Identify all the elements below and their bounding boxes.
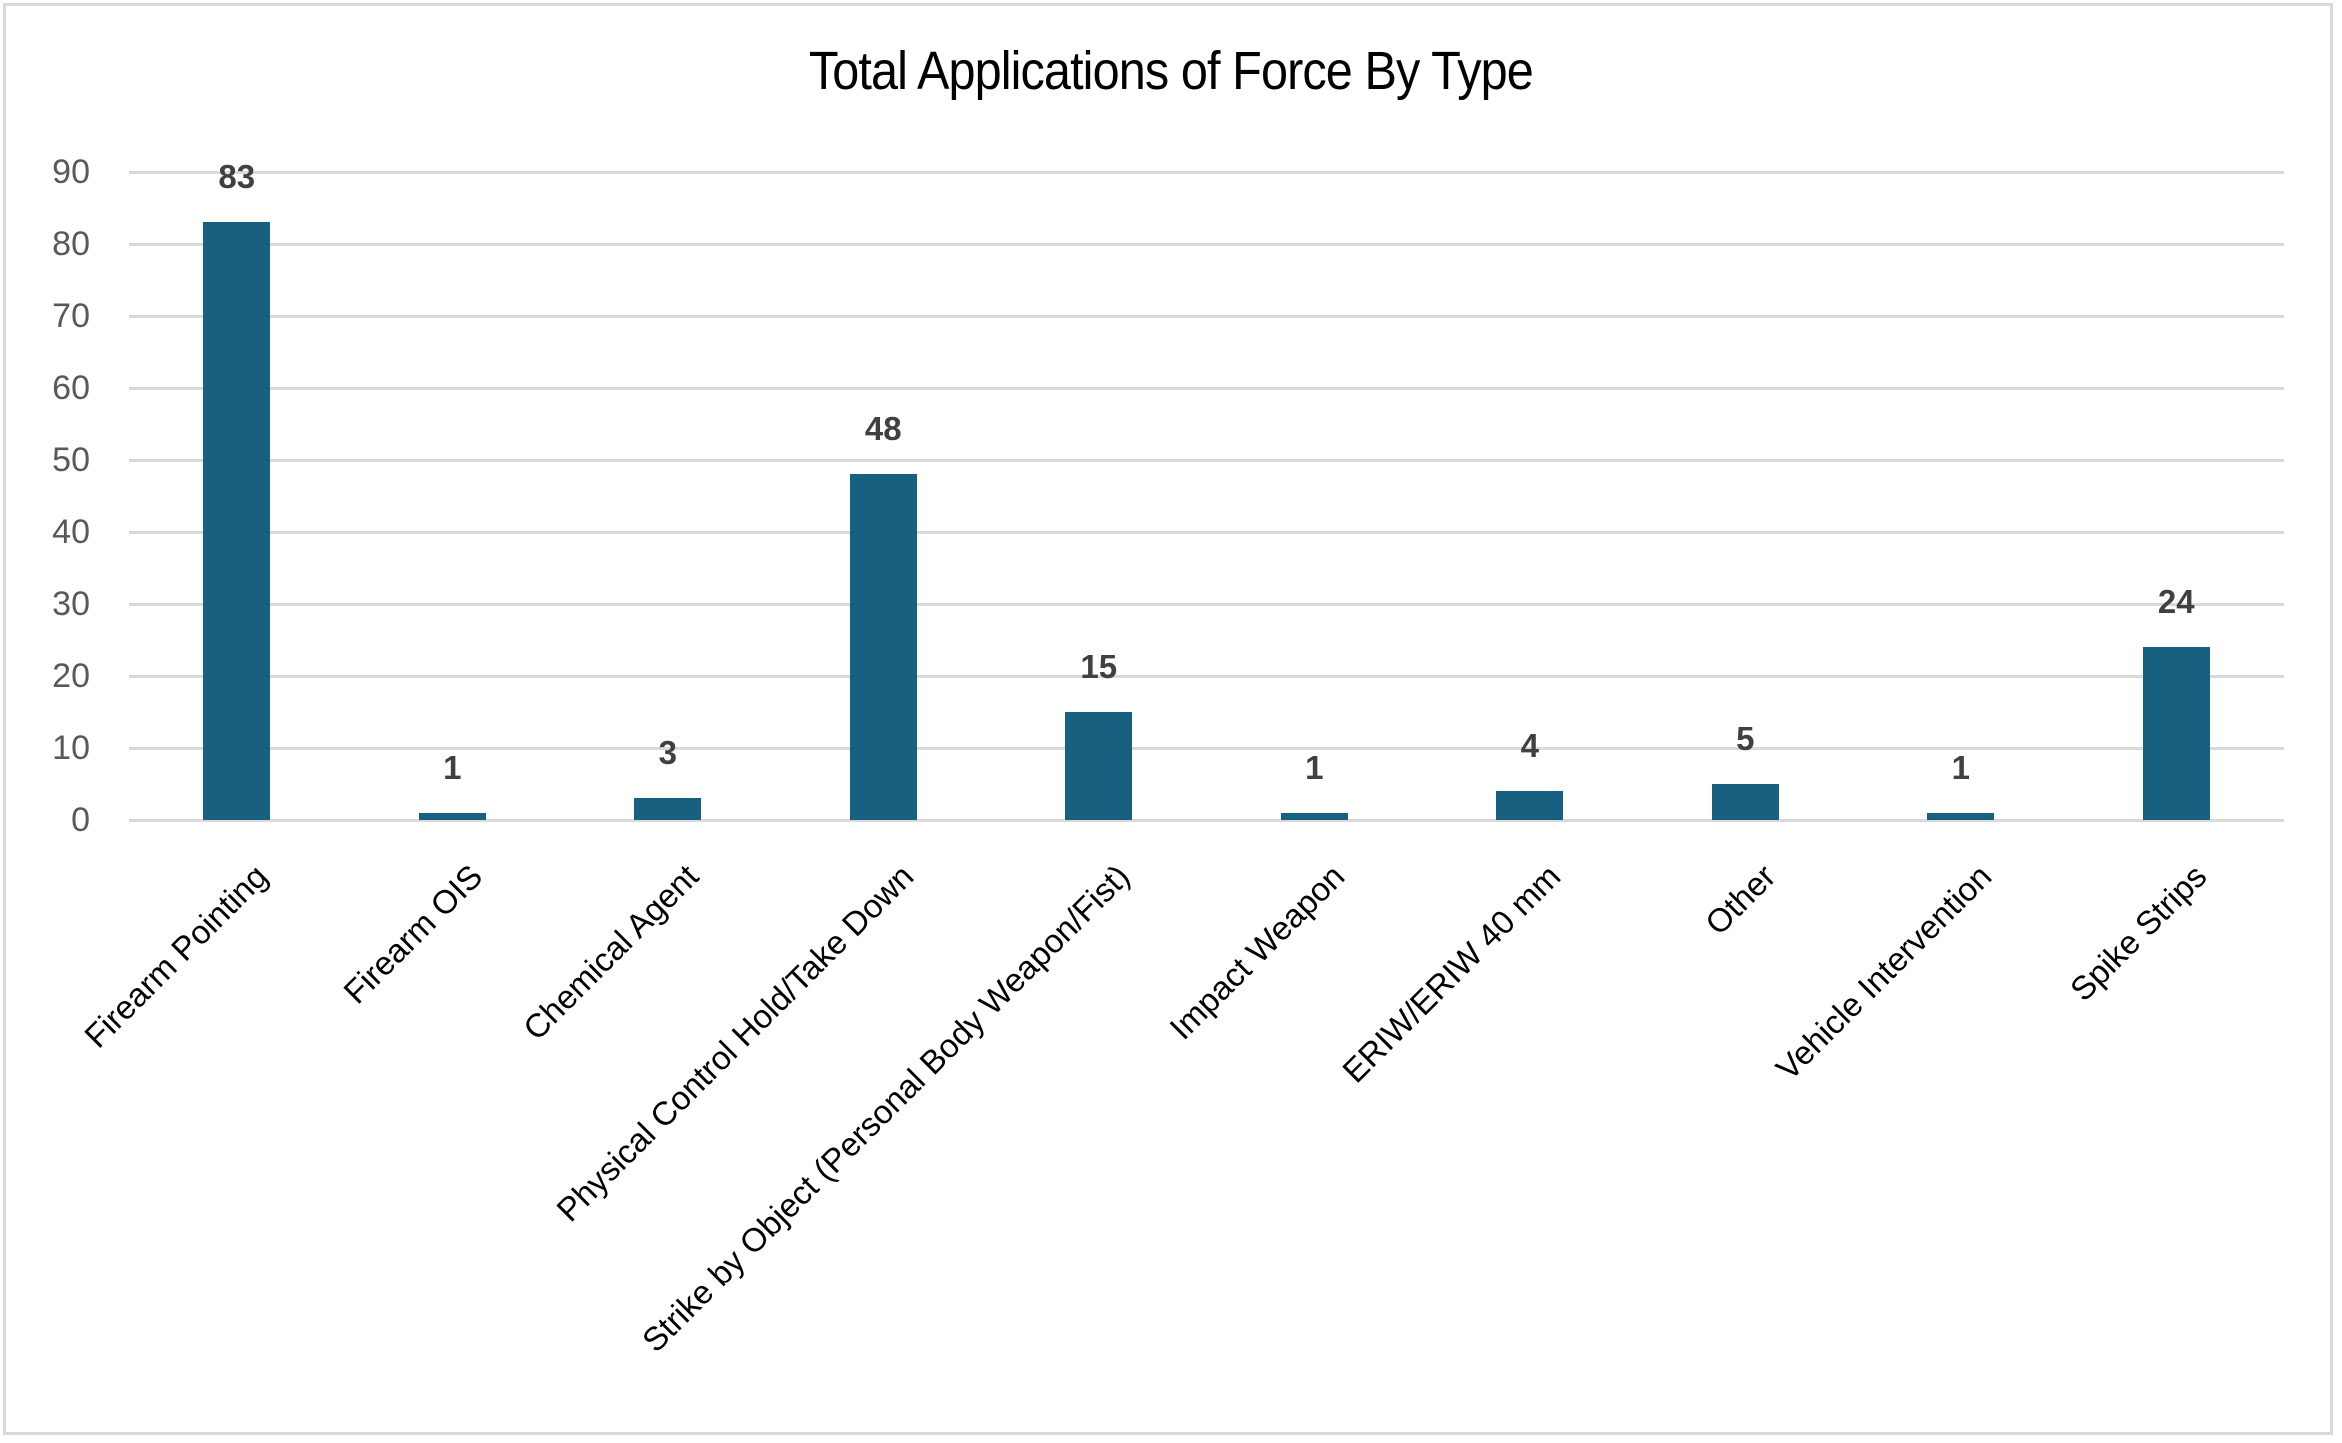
y-tick-label: 0 (71, 801, 90, 839)
x-category-label: Other (1698, 857, 1783, 942)
gridline-90 (129, 171, 2284, 174)
gridline-70 (129, 315, 2284, 318)
bar (1927, 812, 1995, 820)
bar (203, 222, 271, 820)
data-label: 4 (1520, 727, 1539, 765)
gridline-20 (129, 675, 2284, 678)
data-label: 3 (658, 734, 677, 772)
bar (1280, 812, 1348, 820)
data-label: 24 (2157, 583, 2195, 621)
y-tick-label: 30 (52, 585, 90, 623)
bar (418, 812, 486, 820)
bar (634, 798, 702, 820)
bar (1065, 712, 1133, 820)
gridline-50 (129, 459, 2284, 462)
data-label: 48 (864, 410, 902, 448)
x-category-label: Vehicle Intervention (1768, 857, 1999, 1088)
x-category-label: Spike Strips (2063, 857, 2214, 1008)
chart-frame (3, 3, 2333, 1435)
y-tick-label: 60 (52, 369, 90, 407)
data-label: 5 (1736, 720, 1755, 757)
x-category-label: Firearm Pointing (76, 857, 275, 1055)
x-axis-baseline (129, 819, 2284, 822)
y-tick-label: 70 (52, 297, 90, 335)
y-tick-label: 80 (52, 225, 90, 263)
x-category-label: Firearm OIS (336, 857, 490, 1011)
gridline-10 (129, 747, 2284, 750)
y-tick-label: 10 (52, 729, 90, 767)
y-tick-label: 20 (52, 657, 90, 695)
x-category-label: Chemical Agent (515, 857, 706, 1047)
gridline-30 (129, 603, 2284, 606)
bar (849, 474, 917, 820)
y-tick-label: 50 (52, 441, 90, 479)
gridline-80 (129, 243, 2284, 246)
x-category-label: Impact Weapon (1162, 857, 1352, 1047)
y-tick-label: 40 (52, 513, 90, 551)
data-label: 1 (1951, 748, 1970, 786)
data-label: 15 (1080, 648, 1118, 685)
data-label: 1 (443, 748, 462, 786)
gridline-40 (129, 531, 2284, 534)
x-category-label: ERIW/ERIW 40 mm (1334, 857, 1568, 1090)
gridline-60 (129, 387, 2284, 390)
bar (1496, 791, 1564, 820)
data-label: 1 (1305, 748, 1324, 786)
chart-title: Total Applications of Force By Type (808, 41, 1534, 101)
bar (1711, 784, 1779, 820)
x-category-label: Strike by Object (Personal Body Weapon/F… (634, 857, 1137, 1359)
x-category-label: Physical Control Hold/Take Down (549, 857, 921, 1229)
y-tick-label: 90 (52, 153, 90, 191)
bar (2142, 647, 2210, 820)
data-label: 83 (218, 158, 256, 196)
